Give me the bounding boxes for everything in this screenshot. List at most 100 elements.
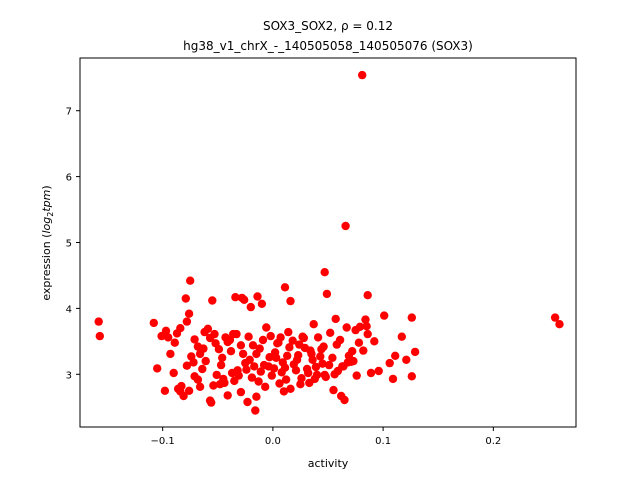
data-point-14 [253,292,262,301]
data-point-154 [227,368,237,378]
data-point-88 [261,382,270,391]
data-point-164 [320,370,329,380]
data-point-87 [256,367,265,376]
data-point-148 [176,387,185,396]
data-point-134 [288,336,297,345]
data-point-166 [339,362,348,371]
data-point-158 [259,360,269,370]
data-point-142 [335,335,345,345]
data-point-58 [407,372,416,381]
data-point-174 [257,299,267,308]
data-point-130 [266,331,275,341]
y-tick-label: 4 [66,304,72,315]
data-point-50 [374,366,383,376]
data-point-114 [359,346,368,355]
data-points [94,70,564,415]
data-point-155 [234,371,243,380]
data-point-6 [320,268,329,277]
data-point-51 [380,311,389,320]
x-axis-label: activity [308,457,349,470]
data-point-84 [247,373,257,382]
data-point-47 [355,322,365,331]
data-point-4 [358,70,367,80]
data-point-161 [291,366,301,375]
data-point-90 [267,371,276,380]
data-point-9 [322,289,332,299]
data-point-143 [342,323,351,332]
data-point-116 [182,317,192,326]
data-point-127 [248,341,258,350]
data-point-3 [555,320,564,329]
data-point-128 [255,344,264,353]
axes: −0.1 0.0 0.1 0.2 3 4 5 6 7 [66,57,577,447]
data-point-123 [225,335,235,345]
data-point-29 [236,341,246,350]
data-point-125 [238,349,248,359]
data-point-183 [296,380,305,389]
data-point-157 [250,362,259,371]
data-point-137 [307,349,316,359]
data-point-11 [181,294,190,303]
data-point-19 [161,326,171,335]
data-point-133 [283,351,292,360]
data-point-56 [407,313,416,322]
data-point-163 [310,374,319,384]
data-point-171 [210,329,219,339]
data-point-59 [388,374,398,384]
data-point-73 [209,381,218,390]
x-tick-label: 0.0 [265,436,281,447]
y-tick-label: 5 [66,239,72,250]
data-point-95 [286,384,295,393]
data-point-12 [231,293,240,302]
data-point-5 [341,221,350,231]
y-axis-label: expression (log2tpm) [40,185,55,300]
data-point-103 [316,352,325,361]
data-point-165 [330,370,339,379]
data-point-60 [153,364,162,373]
data-point-74 [212,370,221,380]
data-point-149 [184,386,194,395]
data-point-138 [313,333,323,342]
data-point-7 [186,276,195,285]
data-point-49 [366,368,376,378]
data-point-71 [201,356,210,366]
data-point-175 [274,338,283,347]
data-point-1 [95,331,105,341]
data-point-42 [326,328,335,337]
data-point-168 [164,333,173,342]
data-point-109 [340,395,349,405]
data-point-33 [265,353,274,362]
data-point-173 [246,302,255,312]
data-point-180 [215,380,225,389]
data-point-0 [94,317,103,326]
data-point-131 [270,348,280,357]
data-point-117 [190,335,199,344]
data-point-159 [269,364,279,373]
data-point-121 [218,353,227,362]
data-point-106 [329,385,338,395]
data-point-160 [280,363,290,372]
data-point-53 [391,351,400,360]
x-tick-label: 0.1 [375,436,391,447]
x-tick-label: −0.1 [151,436,175,447]
data-point-150 [193,375,203,384]
data-point-97 [294,351,303,360]
data-point-62 [166,349,175,359]
data-point-170 [199,344,208,353]
data-point-115 [363,329,372,339]
data-point-86 [254,377,263,386]
data-point-61 [160,386,170,395]
data-point-77 [223,391,232,400]
data-point-136 [300,343,310,353]
data-point-178 [309,320,318,329]
data-point-57 [410,347,420,357]
data-point-63 [170,338,179,347]
data-point-17 [149,318,158,328]
data-point-92 [275,379,284,388]
data-point-15 [286,296,295,306]
data-point-162 [304,368,313,378]
chart-title: SOX3_SOX2, ρ = 0.12 [263,19,393,33]
data-point-67 [182,361,192,370]
